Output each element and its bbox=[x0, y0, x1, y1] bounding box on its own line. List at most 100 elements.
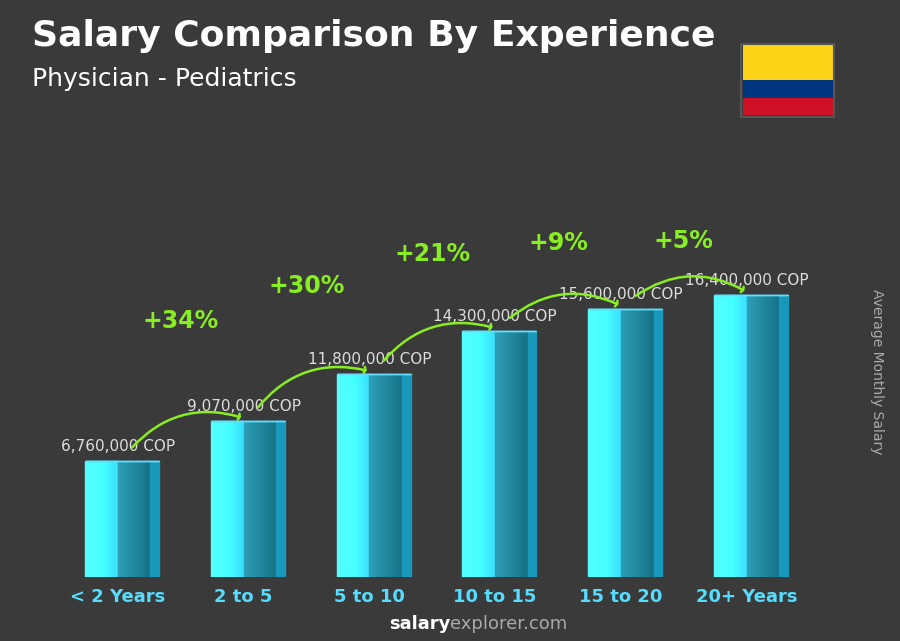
Bar bbox=[612, 308, 615, 577]
Bar bbox=[148, 461, 150, 577]
Bar bbox=[619, 308, 621, 577]
Bar bbox=[393, 374, 396, 577]
Bar bbox=[764, 295, 767, 577]
Bar bbox=[109, 461, 112, 577]
Text: Physician - Pediatrics: Physician - Pediatrics bbox=[32, 67, 296, 91]
Bar bbox=[387, 374, 389, 577]
Text: 14,300,000 COP: 14,300,000 COP bbox=[433, 309, 557, 324]
Bar bbox=[118, 461, 121, 577]
Text: 11,800,000 COP: 11,800,000 COP bbox=[308, 352, 431, 367]
Text: salary: salary bbox=[389, 615, 450, 633]
Bar bbox=[723, 295, 725, 577]
Bar bbox=[727, 295, 730, 577]
Bar bbox=[482, 331, 484, 577]
Bar bbox=[604, 308, 606, 577]
Bar bbox=[592, 308, 595, 577]
Bar bbox=[255, 421, 256, 577]
Bar bbox=[384, 374, 387, 577]
Bar bbox=[94, 461, 96, 577]
Bar bbox=[356, 374, 359, 577]
Bar bbox=[226, 421, 229, 577]
Bar bbox=[133, 461, 136, 577]
Bar bbox=[755, 295, 758, 577]
Bar bbox=[742, 295, 745, 577]
Bar bbox=[244, 421, 246, 577]
Bar bbox=[589, 308, 590, 577]
Bar bbox=[608, 308, 610, 577]
Bar bbox=[595, 308, 598, 577]
Text: +5%: +5% bbox=[654, 229, 714, 253]
Bar bbox=[86, 461, 87, 577]
Bar bbox=[616, 308, 619, 577]
Bar bbox=[716, 295, 718, 577]
Bar bbox=[341, 374, 344, 577]
Bar bbox=[233, 421, 235, 577]
Bar bbox=[237, 421, 239, 577]
Bar bbox=[363, 374, 365, 577]
Bar bbox=[773, 295, 775, 577]
Bar bbox=[475, 331, 478, 577]
Bar bbox=[467, 331, 469, 577]
Bar bbox=[484, 331, 487, 577]
Bar bbox=[113, 461, 116, 577]
Bar bbox=[256, 421, 259, 577]
Bar bbox=[508, 331, 510, 577]
Bar bbox=[224, 421, 227, 577]
Bar bbox=[767, 295, 769, 577]
Bar bbox=[752, 295, 753, 577]
Bar bbox=[146, 461, 148, 577]
Bar bbox=[626, 308, 627, 577]
Bar bbox=[632, 308, 634, 577]
Bar bbox=[354, 374, 356, 577]
Polygon shape bbox=[528, 331, 536, 577]
Bar bbox=[469, 331, 472, 577]
Bar bbox=[478, 331, 480, 577]
Bar bbox=[740, 295, 742, 577]
Bar bbox=[107, 461, 109, 577]
Bar bbox=[630, 308, 632, 577]
Text: Salary Comparison By Experience: Salary Comparison By Experience bbox=[32, 19, 715, 53]
Bar bbox=[272, 421, 274, 577]
Bar bbox=[489, 331, 491, 577]
Bar bbox=[127, 461, 129, 577]
Bar bbox=[346, 374, 347, 577]
Bar bbox=[142, 461, 144, 577]
Bar bbox=[381, 374, 382, 577]
Bar bbox=[103, 461, 105, 577]
Bar bbox=[638, 308, 641, 577]
Bar bbox=[246, 421, 248, 577]
Bar bbox=[239, 421, 241, 577]
Bar bbox=[263, 421, 266, 577]
Bar bbox=[636, 308, 639, 577]
Bar bbox=[259, 421, 261, 577]
Bar bbox=[274, 421, 276, 577]
Bar bbox=[623, 308, 626, 577]
Bar bbox=[762, 295, 764, 577]
Text: +21%: +21% bbox=[394, 242, 471, 266]
Bar bbox=[621, 308, 624, 577]
Bar bbox=[138, 461, 140, 577]
Bar bbox=[495, 331, 498, 577]
Bar bbox=[724, 295, 727, 577]
Bar bbox=[491, 331, 493, 577]
Bar bbox=[480, 331, 482, 577]
Polygon shape bbox=[402, 374, 410, 577]
Text: +34%: +34% bbox=[142, 310, 219, 333]
Bar bbox=[526, 331, 528, 577]
Bar bbox=[337, 374, 339, 577]
Bar bbox=[398, 374, 400, 577]
Bar bbox=[343, 374, 346, 577]
Text: +30%: +30% bbox=[268, 274, 345, 298]
Bar bbox=[270, 421, 272, 577]
Bar bbox=[347, 374, 350, 577]
Bar bbox=[734, 295, 736, 577]
Text: 15,600,000 COP: 15,600,000 COP bbox=[559, 287, 683, 301]
Bar bbox=[714, 295, 716, 577]
Bar bbox=[615, 308, 616, 577]
Polygon shape bbox=[150, 461, 159, 577]
Bar bbox=[498, 331, 500, 577]
Bar bbox=[382, 374, 385, 577]
Bar bbox=[235, 421, 238, 577]
Bar bbox=[96, 461, 98, 577]
Bar bbox=[218, 421, 220, 577]
